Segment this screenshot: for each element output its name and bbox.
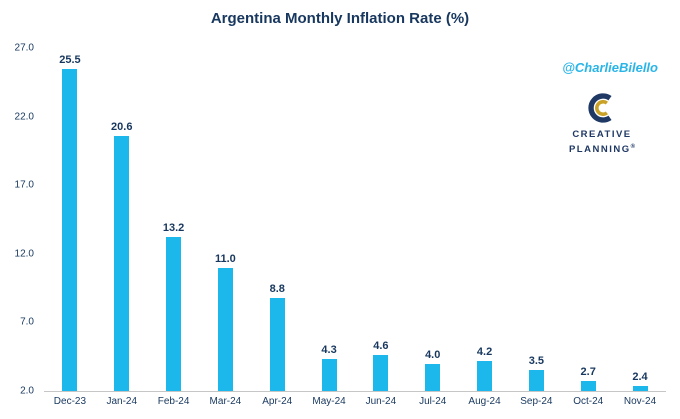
bar-value-label: 13.2: [162, 222, 185, 235]
logo-line1: CREATIVE: [572, 129, 632, 140]
bar-column: 4.2: [459, 48, 511, 391]
bar-value-label: 3.5: [528, 355, 545, 368]
x-tick-label: Jan-24: [106, 396, 138, 407]
bar-value-label: 4.6: [373, 340, 389, 353]
bar: [166, 237, 182, 391]
creative-planning-logo-icon: [588, 93, 612, 123]
bar-value-label: 2.7: [580, 366, 596, 379]
y-axis: 2.0 7.0 12.0 17.0 22.0 27.0: [0, 43, 38, 397]
x-tick-label: Mar-24: [209, 396, 242, 407]
bar-column: 20.6: [96, 48, 148, 391]
bar-value-label: 20.6: [111, 120, 133, 133]
x-axis: Dec-23 Jan-24 Feb-24 Mar-24 Apr-24 May-24 Jun-…: [44, 396, 666, 407]
x-tick-label: Nov-24: [623, 396, 657, 407]
bar-column: 25.5: [44, 48, 96, 391]
y-tick-label: 7.0: [20, 316, 34, 328]
bar-column: 2.7: [562, 48, 614, 391]
attribution-handle: @CharlieBilello: [562, 60, 658, 75]
bar: [269, 297, 285, 391]
bar: [580, 381, 596, 391]
bar-column: 13.2: [148, 48, 200, 391]
bar-column: 2.4: [614, 48, 666, 391]
bar: [477, 360, 493, 391]
bar: [217, 267, 233, 391]
bar-value-label: 11.0: [214, 252, 236, 265]
bar: [632, 385, 648, 391]
x-tick-label: Jul-24: [419, 396, 447, 407]
chart-title: Argentina Monthly Inflation Rate (%): [210, 10, 470, 27]
bar: [373, 355, 389, 391]
x-tick-label: Dec-23: [53, 396, 87, 407]
x-tick-label: Sep-24: [520, 396, 553, 407]
bar-value-label: 25.5: [59, 53, 81, 66]
bar-value-label: 4.3: [321, 344, 337, 357]
x-tick-label: Apr-24: [262, 396, 293, 407]
bar-value-label: 2.4: [632, 370, 648, 383]
x-tick-label: Feb-24: [157, 396, 190, 407]
logo-line2: PLANNING®: [568, 144, 636, 156]
bar-column: 3.5: [510, 48, 562, 391]
plot-area: 25.5 20.6 13.2 11.0 8.8 4.3 4.6 4.0 4.2 3.5 2.7 2.4: [44, 48, 666, 392]
y-tick-label: 17.0: [14, 179, 34, 191]
bar: [528, 370, 544, 391]
x-tick-label: Jun-24: [365, 396, 397, 407]
bar-value-label: 8.8: [269, 282, 285, 295]
bar-column: 4.3: [303, 48, 355, 391]
registered-mark: ®: [630, 144, 636, 150]
y-tick-label: 27.0: [14, 42, 34, 54]
bar: [425, 363, 441, 391]
bar-column: 4.6: [355, 48, 407, 391]
bar-column: 8.8: [251, 48, 303, 391]
bar-column: 11.0: [199, 48, 251, 391]
logo-text: CREATIVE PLANNING®: [569, 129, 635, 156]
y-tick-label: 22.0: [14, 111, 34, 123]
bar: [114, 135, 130, 391]
x-tick-label: May-24: [312, 396, 346, 407]
y-tick-label: 2.0: [20, 385, 34, 397]
x-tick-label: Aug-24: [468, 396, 501, 407]
bar: [62, 68, 78, 391]
creative-planning-logo: CREATIVE PLANNING®: [554, 92, 650, 156]
bar-value-label: 4.0: [425, 348, 441, 361]
y-tick-label: 12.0: [14, 248, 34, 260]
bar-value-label: 4.2: [476, 345, 493, 358]
x-tick-label: Oct-24: [573, 396, 604, 407]
bar: [321, 359, 337, 391]
bar-column: 4.0: [407, 48, 459, 391]
